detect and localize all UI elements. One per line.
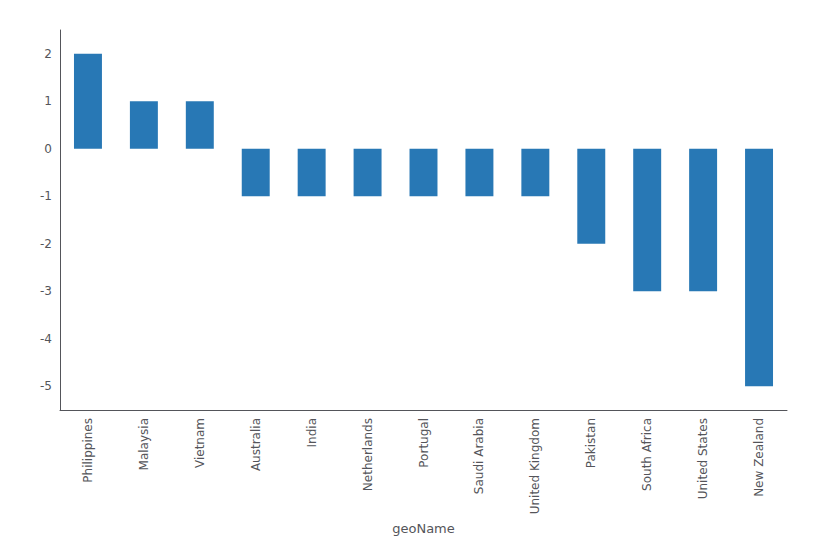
svg-text:Vietnam: Vietnam	[193, 418, 207, 468]
svg-text:Portugal: Portugal	[417, 418, 431, 468]
svg-text:Saudi Arabia: Saudi Arabia	[472, 418, 486, 494]
svg-text:-5: -5	[40, 379, 52, 393]
svg-text:Philippines: Philippines	[81, 418, 95, 483]
svg-text:United Kingdom: United Kingdom	[528, 418, 542, 514]
svg-text:New Zealand: New Zealand	[752, 418, 766, 497]
svg-text:-3: -3	[40, 284, 52, 298]
svg-text:geoName: geoName	[392, 521, 455, 536]
svg-text:-4: -4	[40, 332, 52, 346]
svg-text:-2: -2	[40, 237, 52, 251]
svg-text:Pakistan: Pakistan	[584, 418, 598, 468]
svg-text:Netherlands: Netherlands	[361, 418, 375, 491]
svg-text:-1: -1	[40, 189, 52, 203]
svg-text:United States: United States	[696, 418, 710, 499]
svg-text:2: 2	[44, 47, 52, 61]
svg-text:South Africa: South Africa	[640, 418, 654, 491]
svg-text:India: India	[305, 418, 319, 447]
svg-text:Australia: Australia	[249, 418, 263, 471]
svg-text:1: 1	[44, 94, 52, 108]
svg-text:0: 0	[44, 142, 52, 156]
svg-text:Malaysia: Malaysia	[137, 418, 151, 470]
